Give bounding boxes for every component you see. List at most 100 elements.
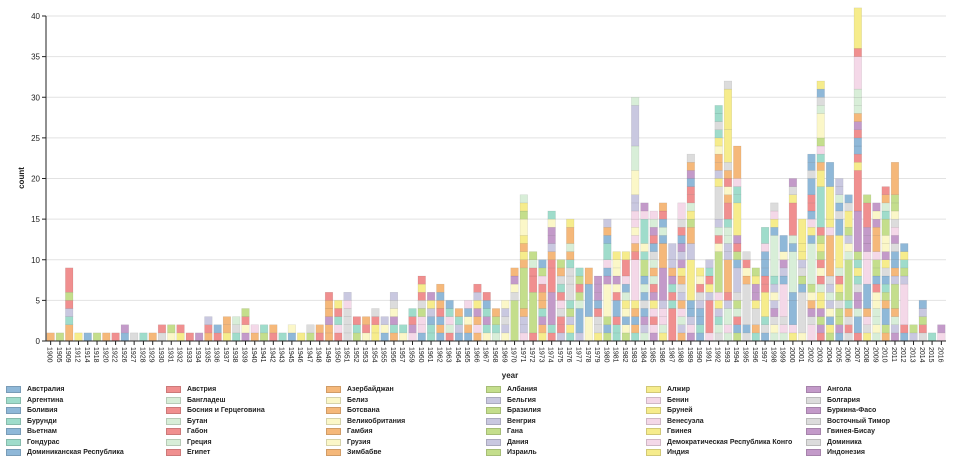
legend-item[interactable]: Индия: [646, 448, 689, 457]
bar-segment: [529, 292, 538, 334]
bar-segment: [232, 324, 241, 334]
bar-segment: [658, 243, 668, 269]
legend-label: Бруней: [667, 407, 693, 414]
legend-item[interactable]: Зимбабве: [326, 448, 381, 457]
y-tick-label: 35: [31, 53, 40, 62]
bar-segment: [723, 178, 733, 187]
legend-item[interactable]: Венесуэла: [646, 417, 704, 426]
legend-item[interactable]: Израиль: [486, 448, 537, 457]
bar-segment: [705, 259, 714, 269]
x-tick-label: 1954: [370, 347, 377, 363]
legend-item[interactable]: Алжир: [646, 385, 690, 394]
bar-segment: [714, 121, 723, 130]
bar-segment: [705, 267, 714, 277]
legend-item[interactable]: Восточный Тимор: [806, 417, 890, 426]
bar-segment: [835, 267, 844, 277]
bar-segment: [334, 300, 343, 309]
bar-segment: [890, 308, 900, 317]
x-tick-label: 1946: [296, 347, 303, 363]
bar-segment: [362, 316, 371, 325]
bar-segment: [918, 324, 927, 334]
x-tick-label: 1933: [185, 347, 192, 363]
bar-segment: [853, 48, 862, 57]
legend-item[interactable]: Бруней: [646, 406, 693, 415]
legend-item[interactable]: Албания: [486, 385, 537, 394]
bar-segment: [844, 243, 853, 252]
bar-segment: [863, 308, 872, 317]
legend-item[interactable]: Габон: [166, 427, 208, 436]
legend-item[interactable]: Гвинея: [646, 427, 692, 436]
bar-segment: [352, 324, 361, 334]
legend-item[interactable]: Бутан: [166, 417, 207, 426]
bar-segment: [241, 324, 250, 334]
legend-label: Вьетнам: [27, 428, 57, 435]
legend-item[interactable]: Демократическая Республика Конго: [646, 438, 792, 447]
legend-item[interactable]: Индонезия: [806, 448, 865, 457]
legend-item[interactable]: Венгрия: [486, 417, 536, 426]
bar-segment: [825, 332, 835, 342]
legend-swatch: [326, 417, 341, 425]
x-tick-label: 1963: [445, 347, 452, 363]
legend-item[interactable]: Ботсвана: [326, 406, 380, 415]
legend-item[interactable]: Египет: [166, 448, 210, 457]
legend-item[interactable]: Дания: [486, 438, 529, 447]
bar-segment: [445, 300, 454, 309]
y-tick-label: 5: [36, 296, 41, 305]
bar-segment: [594, 308, 603, 317]
legend-item[interactable]: Бенин: [646, 396, 689, 405]
bar-segment: [825, 300, 835, 309]
legend-item[interactable]: Гондурас: [6, 438, 60, 447]
bar-segment: [185, 332, 194, 342]
legend-item[interactable]: Великобритания: [326, 417, 405, 426]
legend-item[interactable]: Аргентина: [6, 396, 63, 405]
legend-item[interactable]: Болгария: [806, 396, 860, 405]
legend-item[interactable]: Азербайджан: [326, 385, 394, 394]
legend-item[interactable]: Австралия: [6, 385, 65, 394]
legend-item[interactable]: Грузия: [326, 438, 371, 447]
bar-segment: [696, 267, 705, 277]
bar-segment: [677, 218, 686, 228]
bar-segment: [575, 300, 584, 309]
bar-segment: [538, 332, 547, 342]
legend-item[interactable]: Бельгия: [486, 396, 536, 405]
bar-segment: [594, 316, 603, 325]
legend-item[interactable]: Гвинея-Бисау: [806, 427, 875, 436]
legend-item[interactable]: Греция: [166, 438, 212, 447]
legend-item[interactable]: Ангола: [806, 385, 852, 394]
bar-segment: [575, 267, 584, 277]
legend-item[interactable]: Доминиканская Республика: [6, 448, 124, 457]
bar-segment: [380, 316, 389, 325]
bar-segment: [649, 300, 658, 309]
legend-item[interactable]: Доминика: [806, 438, 862, 447]
legend-item[interactable]: Босния и Герцеговина: [166, 406, 265, 415]
legend-item[interactable]: Бразилия: [486, 406, 541, 415]
legend-item[interactable]: Вьетнам: [6, 427, 57, 436]
legend-item[interactable]: Гамбия: [326, 427, 373, 436]
bar-segment: [835, 194, 844, 204]
bar-segment: [222, 324, 231, 334]
legend-item[interactable]: Бурунди: [6, 417, 57, 426]
x-tick-label: 2014: [918, 347, 925, 363]
bar-segment: [807, 202, 816, 212]
legend-item[interactable]: Белиз: [326, 396, 368, 405]
bar-segment: [733, 300, 742, 309]
legend-item[interactable]: Бангладеш: [166, 396, 225, 405]
legend-label: Босния и Герцеговина: [187, 407, 265, 414]
bar-segment: [65, 267, 74, 293]
bar-segment: [334, 308, 343, 317]
bar-segment: [343, 308, 352, 317]
legend-item[interactable]: Боливия: [6, 406, 58, 415]
x-tick-label: 1920: [101, 347, 108, 363]
bar-segment: [538, 283, 547, 293]
bar-segment: [890, 227, 900, 236]
bar-segment: [445, 324, 454, 334]
bar-segment: [761, 227, 770, 244]
legend-item[interactable]: Буркина-Фасо: [806, 406, 876, 415]
bar-segment: [890, 324, 900, 334]
bar-segment: [733, 186, 742, 195]
bar-segment: [723, 218, 733, 228]
bar-segment: [612, 267, 621, 277]
legend-item[interactable]: Гана: [486, 427, 523, 436]
bar-segment: [529, 275, 538, 293]
legend-item[interactable]: Австрия: [166, 385, 216, 394]
